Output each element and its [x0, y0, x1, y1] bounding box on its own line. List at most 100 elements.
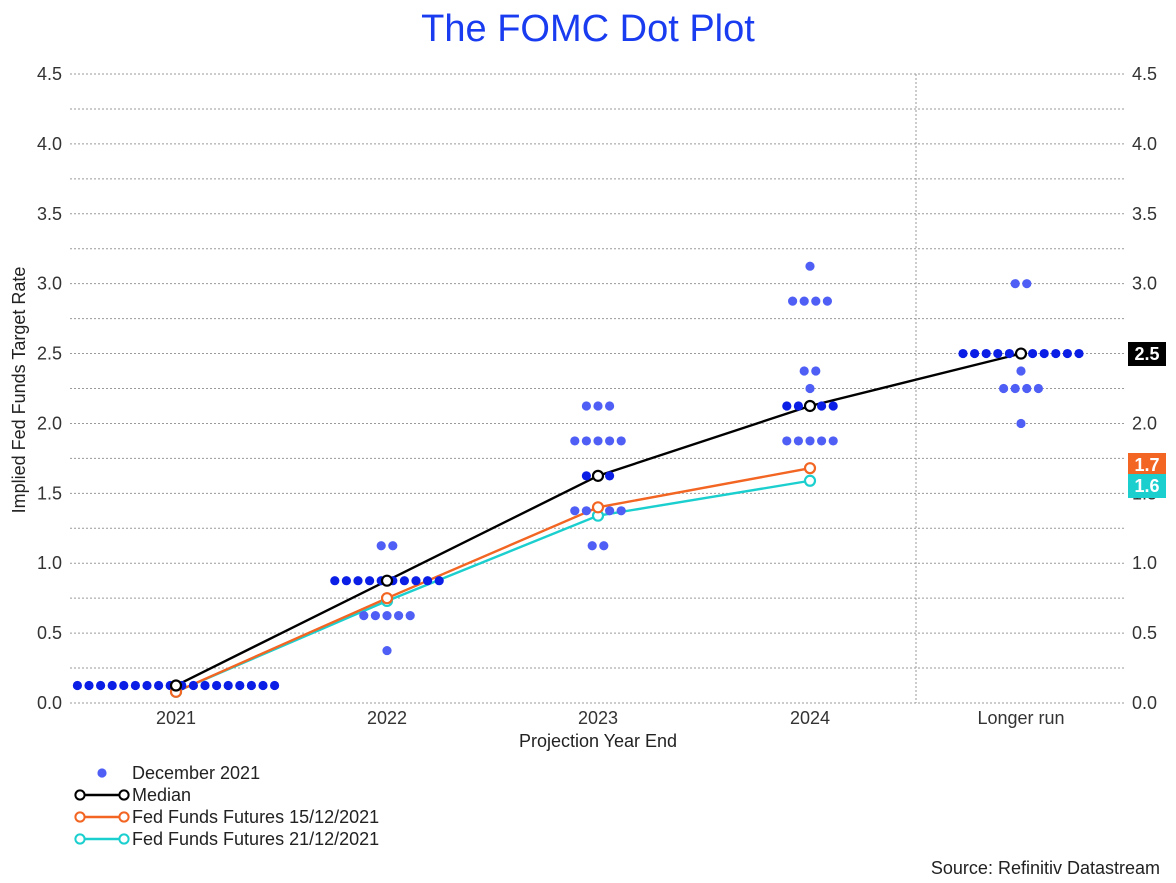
dot — [605, 401, 615, 411]
series-marker-futures_1512 — [803, 462, 817, 475]
dot — [828, 401, 838, 411]
dot — [811, 296, 821, 306]
dot — [616, 436, 626, 446]
legend-label: Fed Funds Futures 15/12/2021 — [132, 806, 380, 827]
dot — [359, 611, 369, 621]
dot — [1039, 348, 1049, 359]
dot — [235, 680, 245, 691]
dot — [1016, 418, 1026, 429]
dot — [828, 436, 838, 446]
dot — [84, 680, 94, 691]
dot — [1010, 279, 1020, 289]
dot — [341, 576, 351, 586]
y-tick-label-right: 2.0 — [1132, 413, 1157, 433]
y-tick-label-right: 0.0 — [1132, 693, 1157, 713]
legend-label: December 2021 — [132, 762, 261, 783]
dot — [599, 541, 609, 551]
dot — [270, 680, 280, 691]
dot — [130, 680, 140, 691]
y-tick-label-left: 4.0 — [37, 134, 62, 154]
legend-item: Median — [72, 784, 379, 806]
y-tick-label-left: 0.0 — [37, 693, 62, 713]
dot — [822, 296, 833, 306]
end-label-median: 2.5 — [1128, 341, 1166, 366]
dot — [388, 541, 398, 551]
dot — [212, 680, 222, 691]
dot — [581, 436, 592, 446]
series-marker-median — [803, 399, 817, 413]
series-line-futures_2112 — [175, 479, 811, 693]
dot — [246, 680, 256, 691]
dot — [370, 611, 380, 621]
dot — [1016, 366, 1026, 376]
dot — [593, 401, 603, 411]
dot — [394, 611, 404, 621]
x-tick-label: Longer run — [977, 708, 1064, 728]
legend-label: Median — [132, 784, 192, 805]
source-note: Source: Refinitiv Datastream — [930, 858, 1160, 878]
y-tick-label-left: 3.0 — [37, 274, 62, 294]
dot — [782, 436, 792, 446]
dot — [1010, 383, 1020, 394]
series-marker-median — [1014, 347, 1028, 360]
dot — [1004, 348, 1015, 359]
dot — [799, 366, 809, 376]
dots — [72, 261, 1084, 691]
dot — [1028, 348, 1038, 359]
y-axis-title: Implied Fed Funds Target Rate — [9, 267, 29, 514]
dot — [365, 576, 375, 586]
dot — [382, 645, 392, 656]
dot — [805, 261, 815, 271]
series-markers — [169, 347, 1028, 698]
dot — [981, 348, 991, 359]
x-tick-label: 2024 — [790, 708, 830, 728]
dot — [188, 680, 198, 691]
legend-item: December 2021 — [72, 762, 379, 784]
dot — [570, 436, 580, 446]
y-tick-label-left: 0.5 — [37, 623, 62, 643]
series-marker-median — [169, 679, 183, 692]
dot — [423, 576, 433, 586]
y-tick-label-right: 4.5 — [1132, 64, 1157, 84]
x-tick-label: 2022 — [367, 708, 407, 728]
dot — [605, 436, 615, 446]
legend-item: Fed Funds Futures 21/12/2021 — [72, 828, 379, 850]
y-tick-label-right: 0.5 — [1132, 623, 1157, 643]
y-tick-label-left: 2.0 — [37, 413, 62, 433]
y-tick-label-left: 3.5 — [37, 204, 62, 224]
dot — [411, 576, 421, 586]
legend-line-icon — [72, 784, 132, 806]
dot — [788, 296, 798, 306]
y-tick-label-left: 4.5 — [37, 64, 62, 84]
dot — [799, 296, 809, 306]
dot — [119, 680, 129, 691]
dot — [376, 541, 386, 551]
dot — [1022, 383, 1032, 394]
dot — [805, 436, 815, 446]
dot — [587, 541, 597, 551]
dot — [223, 680, 233, 691]
dot — [593, 436, 603, 446]
dot — [1074, 348, 1084, 359]
dot — [399, 576, 409, 586]
dot — [72, 680, 82, 691]
dot — [793, 436, 804, 446]
dot — [330, 576, 340, 586]
dot — [817, 401, 827, 411]
legend-label: Fed Funds Futures 21/12/2021 — [132, 828, 380, 849]
x-tick-label: 2023 — [578, 708, 618, 728]
dot — [581, 471, 592, 481]
dot — [805, 383, 815, 394]
y-tick-label-left: 1.5 — [37, 483, 62, 503]
series-marker-median — [591, 469, 605, 482]
y-tick-label-left: 2.5 — [37, 344, 62, 364]
series-line-futures_1512 — [175, 466, 811, 693]
dot — [154, 680, 164, 691]
end-label-futures_1512: 1.7 — [1128, 453, 1166, 478]
legend-line-icon — [72, 828, 132, 850]
dot — [605, 506, 615, 516]
dot — [811, 366, 821, 376]
dot — [405, 611, 415, 621]
dot — [970, 348, 980, 359]
